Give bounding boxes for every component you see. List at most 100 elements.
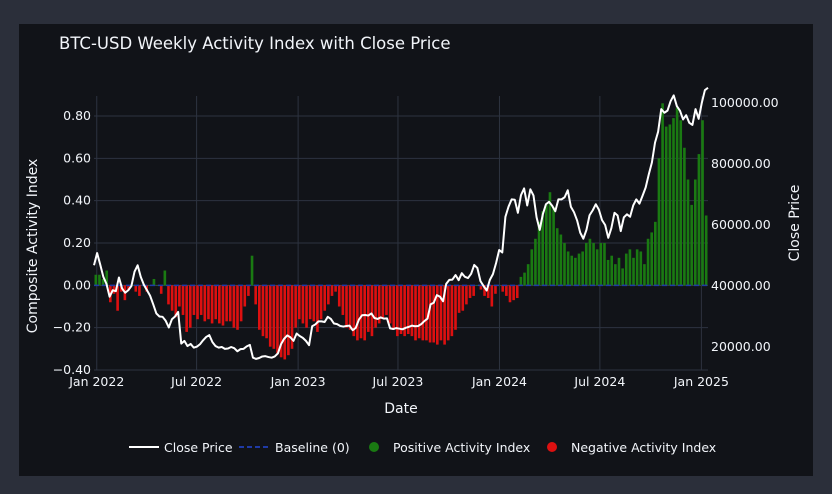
- positive-bar: [101, 278, 105, 286]
- negative-bar: [330, 285, 334, 296]
- negative-bar: [432, 285, 436, 343]
- negative-bar: [138, 285, 141, 296]
- right-tick-label: 40000.00: [711, 278, 771, 293]
- left-axis-label: Composite Activity Index: [25, 159, 41, 334]
- negative-bar: [406, 285, 410, 335]
- negative-bar: [199, 285, 203, 315]
- positive-bar: [643, 264, 646, 286]
- negative-bar: [341, 285, 345, 315]
- negative-bar: [214, 285, 218, 320]
- left-tick-label: 0.80: [63, 108, 91, 123]
- negative-bar: [399, 285, 403, 335]
- legend-label: Baseline (0): [275, 440, 350, 455]
- activity-bars: [94, 103, 708, 360]
- negative-bar: [334, 285, 337, 292]
- legend-item-baseline[interactable]: Baseline (0): [239, 440, 350, 455]
- negative-bar: [454, 285, 457, 330]
- legend-item-close-price[interactable]: Close Price: [129, 440, 233, 455]
- negative-bar: [421, 285, 425, 341]
- negative-bar: [515, 285, 519, 299]
- negative-bar: [428, 285, 432, 343]
- positive-bar: [664, 126, 668, 286]
- negative-bar: [494, 285, 497, 294]
- x-tick-label: Jul 2023: [372, 374, 424, 389]
- x-tick-label: Jan 2022: [68, 374, 124, 389]
- positive-bar: [599, 243, 603, 286]
- negative-bar: [323, 285, 327, 311]
- negative-bar: [283, 285, 287, 360]
- negative-bar: [483, 285, 486, 296]
- negative-bar: [327, 285, 330, 305]
- positive-bar: [98, 274, 101, 286]
- positive-bar: [672, 118, 675, 286]
- negative-bar: [348, 285, 352, 330]
- negative-bar: [312, 285, 316, 322]
- legend-label: Close Price: [164, 440, 233, 455]
- negative-bar: [196, 285, 199, 320]
- negative-bar: [236, 285, 239, 330]
- negative-bar: [254, 285, 257, 305]
- positive-bar: [603, 243, 606, 286]
- negative-bar: [377, 285, 381, 324]
- negative-bar: [308, 285, 312, 320]
- negative-bar: [174, 285, 178, 318]
- negative-bar: [261, 285, 265, 337]
- negative-bar: [457, 285, 461, 313]
- negative-bar: [403, 285, 406, 337]
- left-tick-label: 0.00: [63, 277, 91, 292]
- left-axis-ticks: 0.80 0.60 0.40 0.20 0.00 −0.20 −0.40: [53, 108, 91, 377]
- negative-bar: [188, 285, 192, 328]
- negative-bar: [185, 285, 188, 332]
- right-tick-label: 100000.00: [711, 95, 779, 110]
- negative-bar: [414, 285, 417, 341]
- legend[interactable]: Close Price Baseline (0) Positive Activi…: [129, 440, 716, 455]
- positive-bar: [654, 221, 657, 286]
- negative-bar: [232, 285, 236, 328]
- legend-label: Negative Activity Index: [571, 440, 716, 455]
- negative-bar: [276, 285, 279, 354]
- positive-bar: [675, 107, 679, 286]
- chart-title: BTC-USD Weekly Activity Index with Close…: [59, 34, 451, 53]
- negative-bar: [316, 285, 319, 332]
- left-tick-label: −0.20: [53, 320, 91, 335]
- positive-bar: [548, 192, 552, 286]
- negative-bar: [272, 285, 276, 349]
- negative-bar: [410, 285, 414, 337]
- negative-bar: [167, 285, 170, 305]
- positive-bar: [94, 274, 98, 286]
- positive-bar: [693, 179, 697, 286]
- negative-bar: [392, 285, 396, 330]
- positive-bar: [541, 211, 544, 286]
- positive-bar: [584, 243, 588, 286]
- negative-bar: [116, 285, 119, 311]
- negative-bar: [127, 285, 130, 290]
- legend-item-negative[interactable]: Negative Activity Index: [547, 440, 716, 455]
- positive-bar: [661, 103, 664, 286]
- positive-bar: [632, 257, 635, 286]
- negative-bar: [370, 285, 374, 337]
- negative-bar: [228, 285, 232, 322]
- negative-bar: [425, 285, 428, 341]
- positive-bar: [617, 257, 621, 286]
- positive-bar: [592, 243, 595, 286]
- x-tick-label: Jul 2022: [170, 374, 222, 389]
- right-axis-ticks: 100000.00 80000.00 60000.00 40000.00 20000.0…: [711, 95, 779, 354]
- legend-item-positive[interactable]: Positive Activity Index: [369, 440, 530, 455]
- x-tick-label: Jan 2024: [471, 374, 527, 389]
- positive-bar: [566, 251, 570, 286]
- negative-bar: [258, 285, 261, 330]
- positive-bar: [650, 232, 653, 286]
- negative-bar: [287, 285, 290, 356]
- negative-bar: [247, 285, 250, 296]
- x-tick-label: Jan 2023: [270, 374, 326, 389]
- negative-bar: [450, 285, 454, 337]
- negative-bar: [265, 285, 268, 339]
- negative-bar: [159, 285, 163, 294]
- positive-bar: [250, 255, 254, 286]
- negative-bar: [468, 285, 472, 299]
- positive-bar: [588, 238, 592, 286]
- positive-bar: [606, 259, 610, 286]
- negative-bar: [221, 285, 225, 326]
- positive-bar: [668, 124, 672, 286]
- negative-bar: [297, 285, 301, 320]
